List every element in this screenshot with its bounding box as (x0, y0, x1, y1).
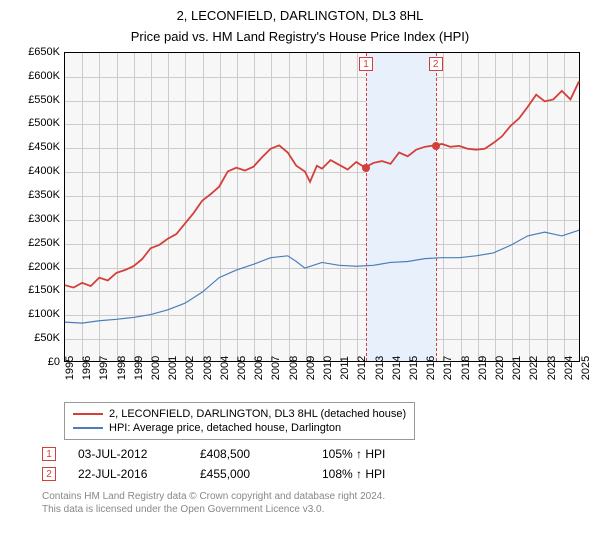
footnote-line1: Contains HM Land Registry data © Crown c… (42, 490, 590, 503)
y-axis-tick: £400K (20, 165, 60, 177)
legend-label: 2, LECONFIELD, DARLINGTON, DL3 8HL (deta… (109, 408, 406, 420)
y-axis-tick: £650K (20, 46, 60, 58)
transaction-price: £455,000 (200, 467, 300, 481)
transaction-hpi-pct: 105% ↑ HPI (322, 447, 422, 461)
legend-item: 2, LECONFIELD, DARLINGTON, DL3 8HL (deta… (73, 407, 406, 421)
transaction-date: 03-JUL-2012 (78, 447, 178, 461)
legend: 2, LECONFIELD, DARLINGTON, DL3 8HL (deta… (64, 402, 415, 440)
x-axis-tick: 2025 (580, 356, 600, 380)
y-axis-tick: £300K (20, 213, 60, 225)
y-axis-tick: £50K (20, 332, 60, 344)
transaction-row: 1 03-JUL-2012 £408,500 105% ↑ HPI (42, 444, 590, 464)
transaction-row: 2 22-JUL-2016 £455,000 108% ↑ HPI (42, 464, 590, 484)
y-axis-tick: £600K (20, 70, 60, 82)
chart-title: 2, LECONFIELD, DARLINGTON, DL3 8HL (10, 8, 590, 25)
chart-area: 12 £0 £50K £100K £150K £200K £250K £300K £350K £… (20, 52, 580, 392)
y-axis-tick: £250K (20, 237, 60, 249)
transaction-date: 22-JUL-2016 (78, 467, 178, 481)
y-axis-tick: £100K (20, 308, 60, 320)
transaction-index-box: 2 (42, 467, 56, 481)
chart-subtitle: Price paid vs. HM Land Registry's House … (10, 29, 590, 44)
line-series-svg (65, 53, 579, 361)
transaction-hpi-pct: 108% ↑ HPI (322, 467, 422, 481)
transaction-price: £408,500 (200, 447, 300, 461)
transactions-table: 1 03-JUL-2012 £408,500 105% ↑ HPI 2 22-JUL-20… (42, 444, 590, 484)
legend-item: HPI: Average price, detached house, Darl… (73, 421, 406, 435)
footnote-line2: This data is licensed under the Open Gov… (42, 503, 590, 516)
y-axis-tick: £0 (20, 356, 60, 368)
series-property (65, 81, 579, 287)
y-axis-tick: £550K (20, 94, 60, 106)
y-axis-tick: £200K (20, 261, 60, 273)
legend-swatch (73, 413, 103, 415)
plot-region: 12 (64, 52, 580, 362)
transaction-index-box: 1 (42, 447, 56, 461)
y-axis-tick: £500K (20, 117, 60, 129)
y-axis-tick: £450K (20, 141, 60, 153)
chart-container: 2, LECONFIELD, DARLINGTON, DL3 8HL Price… (0, 0, 600, 560)
series-hpi (65, 230, 579, 323)
footnote: Contains HM Land Registry data © Crown c… (42, 490, 590, 516)
y-axis-tick: £150K (20, 284, 60, 296)
y-axis-tick: £350K (20, 189, 60, 201)
legend-label: HPI: Average price, detached house, Darl… (109, 422, 341, 434)
legend-swatch (73, 427, 103, 429)
